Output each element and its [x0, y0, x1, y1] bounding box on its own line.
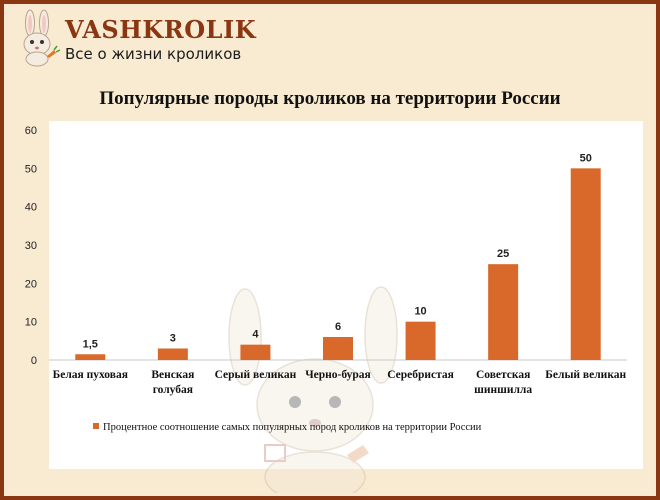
rabbit-logo-icon — [23, 9, 61, 67]
brand-tagline: Все о жизни кроликов — [65, 45, 242, 63]
bar-4 — [323, 337, 353, 360]
rabbit-watermark-icon — [228, 286, 398, 493]
category-label: Венская голубая — [151, 369, 194, 396]
y-tick-label: 0 — [31, 355, 37, 367]
y-tick-label: 10 — [25, 317, 37, 329]
data-label: 10 — [414, 306, 426, 318]
data-label: 25 — [497, 248, 509, 260]
chart-title: Популярные породы кроликов на территории… — [99, 88, 561, 109]
category-label: Серебристая — [387, 369, 454, 381]
bar-5 — [405, 321, 436, 360]
plot-panel — [49, 121, 643, 469]
y-tick-label: 50 — [25, 163, 37, 175]
y-tick-label: 40 — [25, 202, 37, 214]
bar-chart: 0 10 20 30 40 50 60 1,5 Белая пуховая 3 Венская го… — [25, 125, 627, 493]
data-label: 6 — [335, 321, 341, 333]
legend-label: Процентное соотношение самых популярных … — [103, 422, 482, 433]
page-frame: VASHKROLIK Все о жизни кроликов Популярн… — [4, 4, 656, 496]
bar-3 — [240, 344, 271, 360]
y-tick-label: 20 — [25, 278, 37, 290]
category-label: Белая пуховая — [53, 369, 128, 381]
y-tick-label: 60 — [25, 125, 37, 137]
bar-7 — [570, 168, 601, 360]
category-label: Серый великан — [215, 369, 297, 381]
bar-2 — [157, 348, 188, 360]
category-label: Черно-бурая — [305, 369, 371, 381]
bar-6 — [488, 264, 519, 360]
data-label: 3 — [170, 333, 176, 345]
brand-name: VASHKROLIK — [65, 15, 257, 44]
data-label: 50 — [580, 152, 592, 164]
site-logo[interactable]: VASHKROLIK Все о жизни кроликов — [7, 7, 307, 69]
category-label: Белый великан — [545, 369, 626, 381]
category-label: Советская шиншилла — [474, 369, 532, 396]
data-label: 1,5 — [83, 338, 98, 350]
y-tick-label: 30 — [25, 240, 37, 252]
bar-1 — [75, 354, 106, 360]
legend-swatch — [93, 423, 99, 429]
data-label: 4 — [252, 329, 259, 341]
